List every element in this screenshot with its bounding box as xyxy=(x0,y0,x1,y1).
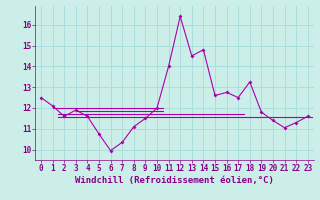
X-axis label: Windchill (Refroidissement éolien,°C): Windchill (Refroidissement éolien,°C) xyxy=(75,176,274,185)
